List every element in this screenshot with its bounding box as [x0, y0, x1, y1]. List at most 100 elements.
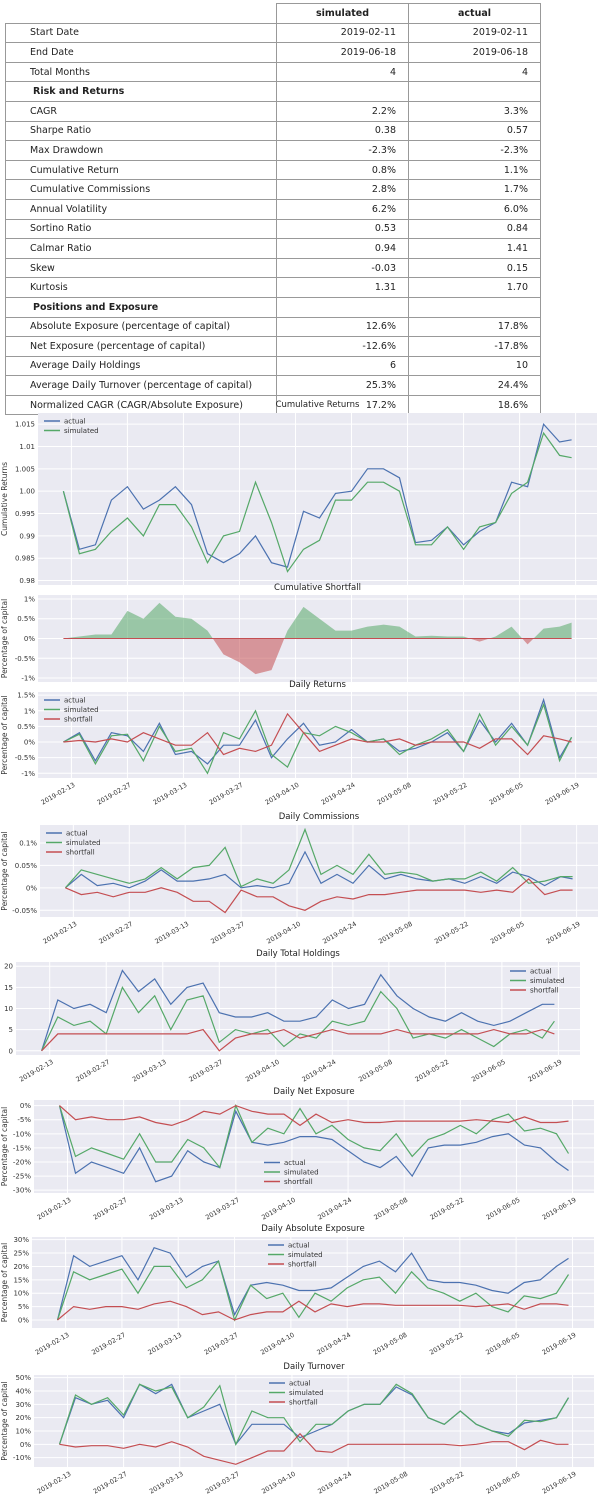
x-tick-label: 2019-06-19 — [541, 1470, 578, 1496]
series-line-actual — [58, 1105, 569, 1183]
y-tick-label: 0% — [20, 1441, 31, 1449]
series-line-simulated — [41, 986, 555, 1052]
y-tick-label: 0% — [18, 1316, 29, 1324]
x-tick-label: 2019-02-13 — [42, 920, 79, 946]
y-tick-label: 0% — [24, 739, 35, 747]
y-tick-label: -0.5% — [15, 655, 36, 663]
y-tick-label: -10% — [13, 1454, 31, 1462]
x-tick-label: 2019-05-08 — [357, 1058, 394, 1084]
x-tick-label: 2019-02-27 — [92, 1196, 129, 1222]
y-tick-label: -10% — [13, 1130, 31, 1138]
series-line-simulated — [64, 827, 573, 889]
chart-title: Cumulative Shortfall — [274, 583, 361, 593]
legend-label-actual: actual — [530, 968, 552, 976]
chart-cumulative-returns: 0.98 0.985 0.99 0.995 1.00 1.005 1.01 1.015 Cumu… — [0, 400, 597, 585]
y-tick-label: 0.5% — [17, 615, 35, 623]
y-tick-label: 5% — [18, 1303, 29, 1311]
legend-label-simulated: simulated — [288, 1251, 323, 1259]
x-tick-label: 2019-04-10 — [259, 1331, 296, 1357]
y-axis-label: Percentage of capital — [0, 1107, 9, 1186]
table-row: Net Exposure (percentage of capital) -12.… — [5, 336, 541, 357]
y-tick-label: 0% — [20, 1102, 31, 1110]
legend-label-simulated: simulated — [530, 977, 565, 985]
x-tick-label: 2019-02-13 — [34, 1331, 71, 1357]
x-tick-label: 2019-06-05 — [485, 1470, 522, 1496]
x-tick-label: 2019-03-27 — [204, 1196, 241, 1222]
y-tick-label: 0.98 — [19, 577, 35, 585]
x-tick-label: 2019-05-08 — [372, 1331, 409, 1357]
x-tick-label: 2019-04-10 — [260, 1470, 297, 1496]
y-tick-label: -0.5% — [15, 754, 36, 762]
table-header-row: simulated actual — [6, 3, 541, 24]
plot-area — [38, 413, 597, 585]
x-tick-label: 2019-04-24 — [316, 1196, 353, 1222]
x-tick-label: 2019-06-19 — [541, 1331, 578, 1357]
legend-label-simulated: simulated — [289, 1389, 324, 1397]
chart-title: Daily Net Exposure — [273, 1087, 354, 1097]
y-tick-label: 1% — [24, 595, 35, 603]
legend-label-simulated: simulated — [66, 839, 101, 847]
y-tick-label: 0.985 — [15, 555, 35, 563]
x-tick-label: 2019-03-13 — [131, 1058, 168, 1084]
chart-title: Daily Total Holdings — [256, 949, 340, 959]
x-tick-label: 2019-06-05 — [484, 1331, 521, 1357]
plot-area — [32, 1237, 594, 1328]
y-axis-label: Percentage of capital — [0, 1381, 9, 1460]
x-tick-label: 2019-04-10 — [244, 1058, 281, 1084]
y-tick-label: 0.99 — [19, 532, 35, 540]
x-tick-label: 2019-03-27 — [209, 920, 246, 946]
x-tick-label: 2019-02-27 — [75, 1058, 112, 1084]
table-row: Total Months 4 4 — [5, 61, 541, 83]
legend-label-actual: actual — [288, 1242, 310, 1250]
x-tick-label: 2019-06-19 — [544, 781, 581, 807]
series-line-shortfall — [59, 1104, 569, 1127]
y-axis-label: Percentage of capital — [0, 599, 9, 678]
table-section-row: Positions and Exposure — [5, 296, 541, 318]
x-tick-label: 2019-06-19 — [541, 1196, 578, 1222]
x-tick-label: 2019-02-13 — [36, 1470, 73, 1496]
legend-label-simulated: simulated — [64, 706, 99, 714]
series-line-simulated — [63, 702, 573, 775]
legend-label-shortfall: shortfall — [288, 1261, 317, 1269]
y-tick-label: 40% — [15, 1388, 31, 1396]
y-tick-label: -1% — [21, 675, 35, 683]
x-tick-label: 2019-05-22 — [429, 1196, 466, 1222]
x-tick-label: 2019-04-10 — [260, 1196, 297, 1222]
chart-cumulative-shortfall: -1% -0.5% 0% 0.5% 1% Cumulative Shortfall Perc… — [0, 583, 597, 683]
plot-area — [34, 1100, 594, 1193]
y-tick-label: 10% — [15, 1428, 31, 1436]
series-line-simulated — [56, 1259, 570, 1322]
shortfall-positive-area — [63, 602, 572, 639]
plot-area — [34, 1375, 594, 1467]
y-tick-label: -0.05% — [12, 907, 37, 915]
x-tick-label: 2019-05-22 — [414, 1058, 451, 1084]
y-tick-label: 25% — [13, 1250, 29, 1258]
series-line-actual — [56, 1246, 569, 1321]
y-tick-label: 10 — [4, 1005, 13, 1013]
x-tick-label: 2019-03-13 — [152, 781, 189, 807]
plot-area — [40, 825, 598, 917]
x-tick-label: 2019-04-24 — [321, 920, 358, 946]
y-tick-label: 1.015 — [15, 421, 35, 429]
series-line-shortfall — [41, 1028, 555, 1052]
y-tick-label: -30% — [13, 1187, 31, 1195]
x-tick-label: 2019-05-08 — [372, 1196, 409, 1222]
series-line-simulated — [62, 431, 572, 573]
chart-title: Daily Turnover — [283, 1362, 345, 1372]
y-tick-label: 0 — [9, 1047, 13, 1055]
series-line-actual — [65, 850, 573, 889]
table-row: Average Daily Turnover (percentage of ca… — [5, 375, 541, 396]
series-line-simulated — [58, 1103, 570, 1169]
table-row: Cumulative Commissions 2.8% 1.7% — [5, 179, 541, 200]
x-tick-label: 2019-02-13 — [18, 1058, 55, 1084]
x-tick-label: 2019-03-13 — [147, 1331, 184, 1357]
chart-daily-turnover: -10% 0% 10% 20% 30% 40% 50% 2019-02-13 2019-02-2… — [0, 1362, 594, 1496]
x-tick-label: 2019-05-22 — [432, 781, 469, 807]
x-tick-label: 2019-06-05 — [488, 781, 525, 807]
chart-daily-absolute-exposure: 0% 5% 10% 15% 20% 25% 30% 2019-02-13 2019-02-27 2… — [0, 1224, 594, 1357]
y-tick-label: 20% — [13, 1263, 29, 1271]
chart-daily-returns: -1% -0.5% 0% 0.5% 1% 1.5% 2019-02-13 2019-02-27… — [0, 680, 597, 807]
series-line-shortfall — [57, 1300, 569, 1321]
